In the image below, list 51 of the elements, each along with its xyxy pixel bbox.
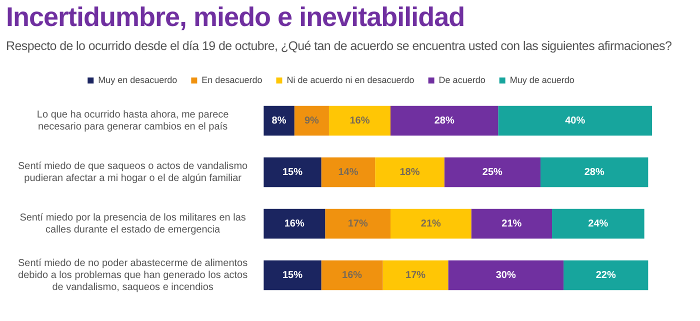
data-label: 16% xyxy=(284,218,304,230)
data-label: 28% xyxy=(434,116,454,126)
bar xyxy=(540,157,648,188)
bar xyxy=(264,157,322,188)
bar xyxy=(382,260,448,290)
bar xyxy=(294,106,329,136)
y-tick-label: Sentí miedo por la presencia de los militares en las calles durante el estado de emergencia xyxy=(20,212,246,236)
bar xyxy=(390,106,498,136)
data-label: 8% xyxy=(272,116,286,126)
data-label: 22% xyxy=(596,270,616,281)
legend-label: Muy de acuerdo xyxy=(510,74,574,85)
bar xyxy=(564,260,648,290)
legend-label: Ni de acuerdo ni en desacuerdo xyxy=(286,74,414,85)
legend-label: En desacuerdo xyxy=(202,74,262,85)
bar xyxy=(390,208,472,239)
bar xyxy=(321,157,376,188)
chart-title: Incertidumbre, miedo e inevitabilidad xyxy=(6,2,465,33)
data-label: 30% xyxy=(496,270,516,281)
bar xyxy=(375,157,444,188)
data-label: 25% xyxy=(482,167,503,178)
data-label: 17% xyxy=(348,218,368,230)
data-label: 17% xyxy=(405,270,426,281)
legend-label: Muy en desacuerdo xyxy=(98,74,178,85)
bar xyxy=(264,106,294,136)
bar xyxy=(448,260,564,290)
bar xyxy=(471,208,552,239)
bar xyxy=(325,208,391,239)
y-tick-label: Lo que ha ocurrido hasta ahora, me parece necesario para generar cambios en el país xyxy=(36,110,230,132)
bar xyxy=(444,157,540,188)
bar xyxy=(321,260,383,290)
y-tick-label: Sentí miedo de no poder abastecerme de alimentos debido a los problemas que han generado los actos de vandalismo, saqueos e incendios xyxy=(18,258,248,293)
data-label: 15% xyxy=(282,270,303,281)
data-label: 24% xyxy=(588,218,608,230)
bar xyxy=(552,208,644,239)
data-label: 16% xyxy=(342,270,362,281)
legend-label: De acuerdo xyxy=(438,74,486,85)
data-label: 40% xyxy=(565,116,586,126)
data-label: 16% xyxy=(350,116,370,126)
data-label: 28% xyxy=(584,167,604,178)
bar xyxy=(328,106,391,136)
chart-subtitle: Respecto de lo ocurrido desde el día 19 de octubre, ¿Qué tan de acuerdo se encuentra usted con las siguientes afirmaciones? xyxy=(6,39,672,53)
data-label: 21% xyxy=(502,218,522,230)
bar xyxy=(264,208,326,239)
bar xyxy=(498,106,652,136)
data-label: 18% xyxy=(400,167,420,178)
data-label: 21% xyxy=(420,218,441,230)
bar xyxy=(264,260,322,290)
data-label: 9% xyxy=(304,116,320,126)
y-tick-label: Sentí miedo de que saqueos o actos de vandalismo pudieran afectar a mi hogar o el de algún familiar xyxy=(18,161,248,184)
data-label: 14% xyxy=(338,167,358,178)
data-label: 15% xyxy=(282,167,303,178)
